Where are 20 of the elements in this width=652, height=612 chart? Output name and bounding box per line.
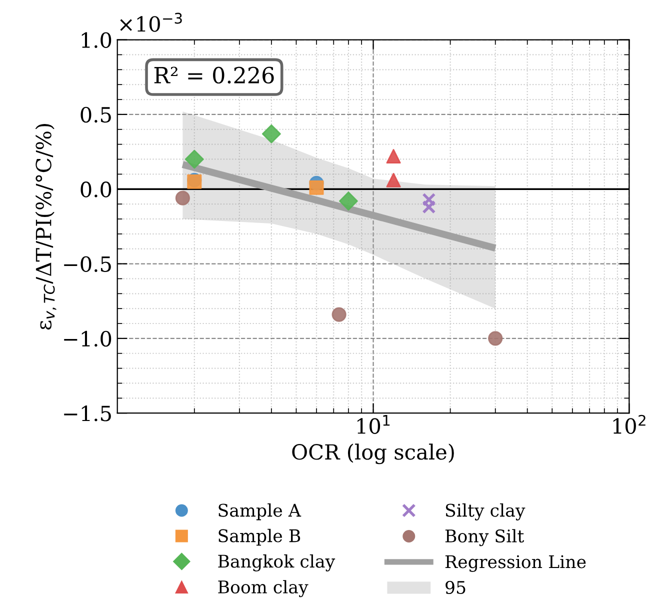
- legend-label: Regression Line: [445, 555, 586, 572]
- legend-label: Silty clay: [446, 503, 526, 520]
- y-tick-label: 0.0: [80, 182, 112, 198]
- x-tick-label: 10$^{1}$: [357, 415, 390, 434]
- legend-label: Sample A: [218, 503, 302, 520]
- y-tick-label: 1.0: [82, 32, 112, 48]
- annotation: R² = 0.226: [154, 66, 274, 84]
- legend-label: Sample B: [218, 528, 300, 546]
- legend-label: Bangkok clay: [218, 554, 336, 572]
- x-tick-label: 10$^{2}$: [613, 414, 646, 434]
- text: ×10$^{−3}$: [120, 12, 182, 32]
- y-tick-label: −1.5: [64, 406, 111, 422]
- y-tick-label: 0.5: [80, 106, 111, 123]
- y-axis-title: ε$_{v,TC}$/ΔT/PI(%/°C/%): [35, 124, 56, 330]
- y-tick-label: −1.0: [64, 330, 112, 347]
- y-tick-label: −0.5: [64, 256, 111, 272]
- text: 95: [446, 580, 466, 594]
- x-axis-title: OCR (log scale): [292, 444, 454, 464]
- legend-label: Boom clay: [218, 580, 308, 598]
- legend-label: Bony Silt: [445, 529, 524, 546]
